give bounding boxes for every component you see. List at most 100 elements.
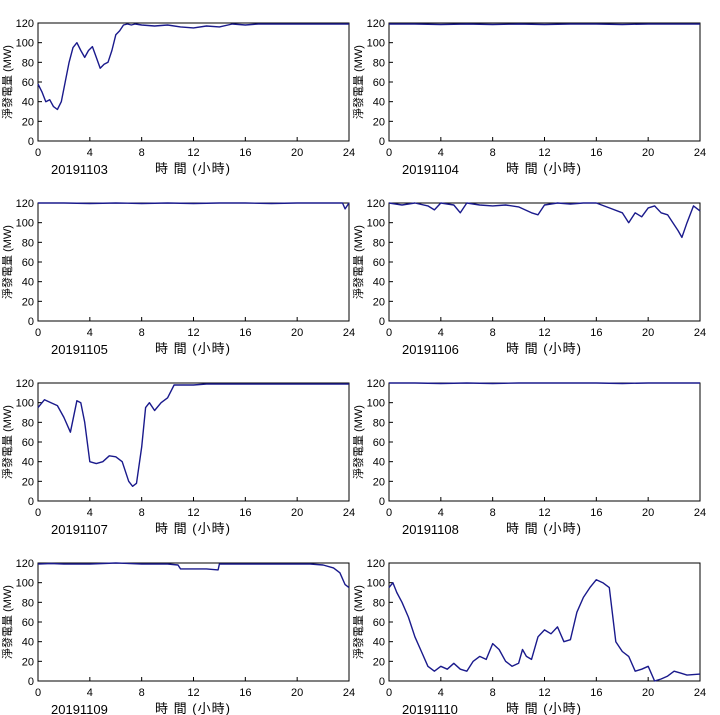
y-tick-label: 40 <box>373 457 385 469</box>
series-line-20191106 <box>388 202 701 239</box>
y-tick-label: 0 <box>379 136 385 148</box>
date-label: 20191107 <box>51 522 108 537</box>
x-tick-label: 20 <box>642 507 654 519</box>
y-tick-label: 120 <box>16 378 34 390</box>
chart-panel-20191106: 0 20 40 60 80 100 120 0 4 8 12 16 20 24 淨發電量 (MW) 時 間 (… <box>351 198 706 357</box>
y-axis-label: 淨發電量 (MW) <box>351 225 365 299</box>
x-tick-label: 4 <box>438 507 444 519</box>
x-tick-label: 24 <box>343 507 355 519</box>
x-tick-label: 0 <box>35 507 41 519</box>
y-tick-label: 40 <box>373 637 385 649</box>
x-tick-label: 16 <box>590 507 602 519</box>
x-tick-label: 0 <box>386 327 392 339</box>
x-tick-label: 4 <box>438 147 444 159</box>
date-label: 20191105 <box>51 342 108 357</box>
y-tick-label: 60 <box>22 257 34 269</box>
y-tick-label: 60 <box>22 437 34 449</box>
x-tick-label: 20 <box>291 507 303 519</box>
y-tick-label: 100 <box>16 398 34 410</box>
y-axis-label: 淨發電量 (MW) <box>351 45 365 119</box>
y-tick-label: 80 <box>22 417 34 429</box>
series-line-20191104 <box>389 23 700 26</box>
x-tick-label: 16 <box>239 507 251 519</box>
plot-frame <box>37 202 350 322</box>
x-tick-label: 8 <box>139 687 145 699</box>
series-line-20191110 <box>388 579 701 682</box>
y-tick-label: 0 <box>379 676 385 688</box>
y-tick-label: 120 <box>367 18 385 30</box>
series-line-20191107 <box>37 383 349 487</box>
y-tick-label: 80 <box>22 57 34 69</box>
x-tick-label: 12 <box>538 147 550 159</box>
y-tick-label: 80 <box>22 237 34 249</box>
x-tick-label: 16 <box>590 327 602 339</box>
y-tick-label: 40 <box>22 97 34 109</box>
date-label: 20191104 <box>402 162 459 177</box>
chart-panel-20191105: 0 20 40 60 80 100 120 0 4 8 12 16 20 24 淨發電量 (MW) 時 間 (… <box>0 198 355 357</box>
y-tick-label: 100 <box>367 578 385 590</box>
x-tick-label: 24 <box>694 687 706 699</box>
y-tick-label: 0 <box>379 496 385 508</box>
x-axis-label: 時 間 (小時) <box>155 341 231 356</box>
y-tick-label: 100 <box>367 218 385 230</box>
chart-panel-20191107: 0 20 40 60 80 100 120 0 4 8 12 16 20 24 淨發電量 (MW) 時 間 (… <box>0 378 355 537</box>
x-tick-label: 4 <box>87 147 93 159</box>
y-tick-label: 60 <box>373 437 385 449</box>
y-tick-label: 80 <box>373 417 385 429</box>
chart-panel-20191108: 0 20 40 60 80 100 120 0 4 8 12 16 20 24 淨發電量 (MW) 時 間 (… <box>351 378 706 537</box>
chart-panel-20191109: 0 20 40 60 80 100 120 0 4 8 12 16 20 24 淨發電量 (MW) 時 間 (… <box>0 558 355 715</box>
y-tick-label: 20 <box>373 296 385 308</box>
x-tick-label: 0 <box>35 327 41 339</box>
plot-frame <box>37 22 350 142</box>
y-tick-label: 20 <box>22 476 34 488</box>
x-tick-label: 12 <box>187 147 199 159</box>
chart-panel-20191103: 0 20 40 60 80 100 120 0 4 8 12 16 20 24 淨發電量 (MW) 時 間 (… <box>0 18 355 177</box>
y-tick-label: 0 <box>28 676 34 688</box>
x-tick-label: 24 <box>343 687 355 699</box>
y-tick-label: 60 <box>373 617 385 629</box>
x-tick-label: 0 <box>386 507 392 519</box>
x-tick-label: 0 <box>386 147 392 159</box>
x-tick-label: 16 <box>239 147 251 159</box>
y-tick-label: 40 <box>22 637 34 649</box>
chart-panel-20191110: 0 20 40 60 80 100 120 0 4 8 12 16 20 24 淨發電量 (MW) 時 間 (… <box>351 558 706 715</box>
y-tick-label: 80 <box>373 57 385 69</box>
y-tick-label: 40 <box>22 457 34 469</box>
plot-frame <box>388 562 701 682</box>
x-tick-label: 20 <box>291 147 303 159</box>
y-tick-label: 80 <box>373 237 385 249</box>
x-tick-label: 4 <box>87 327 93 339</box>
x-tick-label: 12 <box>538 687 550 699</box>
y-tick-label: 20 <box>373 656 385 668</box>
x-tick-label: 8 <box>490 327 496 339</box>
date-label: 20191108 <box>402 522 459 537</box>
y-tick-label: 100 <box>367 38 385 50</box>
y-axis-label: 淨發電量 (MW) <box>351 405 365 479</box>
x-tick-label: 4 <box>87 507 93 519</box>
x-tick-label: 16 <box>590 147 602 159</box>
x-tick-label: 16 <box>590 687 602 699</box>
y-axis-label: 淨發電量 (MW) <box>0 585 14 659</box>
x-tick-label: 4 <box>87 687 93 699</box>
x-axis-label: 時 間 (小時) <box>155 521 231 536</box>
x-tick-label: 8 <box>139 147 145 159</box>
x-axis-label: 時 間 (小時) <box>155 161 231 176</box>
y-tick-label: 120 <box>16 18 34 30</box>
x-axis-label: 時 間 (小時) <box>506 701 582 715</box>
x-tick-label: 24 <box>694 507 706 519</box>
plot-frame <box>388 202 701 322</box>
plot-frame <box>388 22 701 142</box>
y-tick-label: 20 <box>373 116 385 128</box>
x-axis-label: 時 間 (小時) <box>506 521 582 536</box>
x-tick-label: 24 <box>694 147 706 159</box>
x-tick-label: 16 <box>239 327 251 339</box>
plot-frame <box>37 382 350 502</box>
y-tick-label: 120 <box>367 558 385 570</box>
x-tick-label: 8 <box>490 147 496 159</box>
x-tick-label: 20 <box>642 147 654 159</box>
x-tick-label: 8 <box>490 507 496 519</box>
y-tick-label: 100 <box>16 38 34 50</box>
y-tick-label: 60 <box>373 257 385 269</box>
y-tick-label: 20 <box>22 656 34 668</box>
x-tick-label: 0 <box>35 687 41 699</box>
